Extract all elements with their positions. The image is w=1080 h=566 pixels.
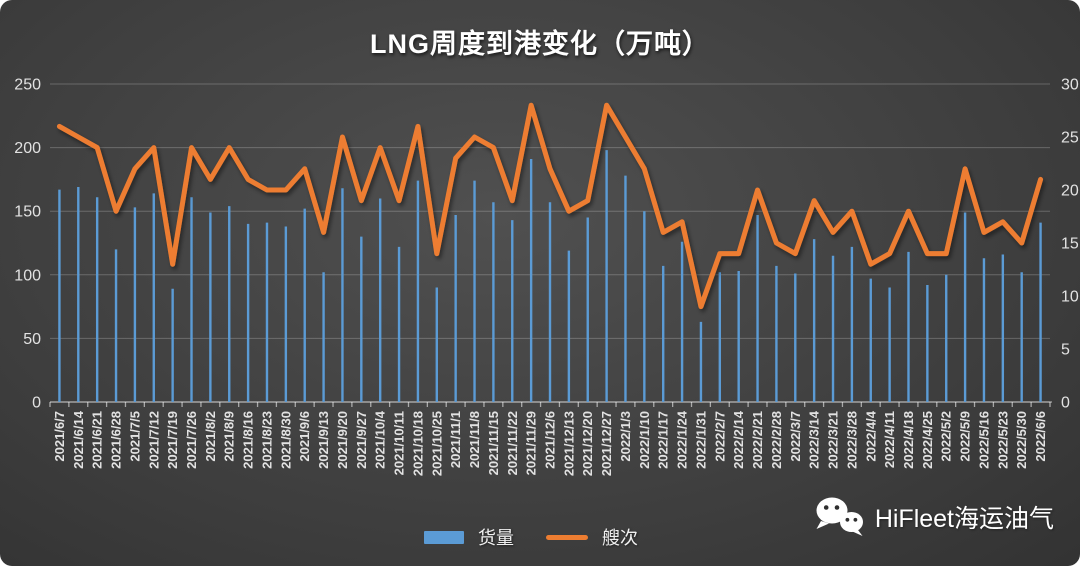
x-tick-label: 2021/9/27 <box>354 411 369 469</box>
watermark-text: HiFleet海运油气 <box>874 505 1054 533</box>
chart-title: LNG周度到港变化（万吨） <box>370 29 710 59</box>
x-tick-label: 2022/2/21 <box>750 411 765 469</box>
x-tick-label: 2021/8/16 <box>241 411 256 469</box>
right-axis-label: 20 <box>1061 183 1079 200</box>
x-tick-label: 2022/4/25 <box>920 411 935 469</box>
x-tick-label: 2021/6/28 <box>109 411 124 469</box>
voyages-legend-label: 艘次 <box>602 528 638 548</box>
x-tick-label: 2021/6/7 <box>52 411 67 462</box>
x-tick-label: 2022/2/7 <box>712 411 727 462</box>
x-tick-label: 2021/7/26 <box>184 411 199 469</box>
x-tick-label: 2021/12/13 <box>561 411 576 476</box>
x-tick-label: 2022/2/14 <box>731 410 746 469</box>
cargo-volume-legend-label: 货量 <box>478 528 514 548</box>
x-tick-label: 2021/10/18 <box>410 411 425 476</box>
left-axis-label: 250 <box>14 77 41 94</box>
x-tick-label: 2022/1/17 <box>656 411 671 469</box>
x-tick-label: 2022/3/14 <box>807 410 822 469</box>
left-axis-label: 150 <box>14 204 41 221</box>
x-tick-label: 2021/12/27 <box>599 411 614 476</box>
right-axis-label: 15 <box>1061 236 1079 253</box>
wechat-icon <box>816 497 863 536</box>
x-tick-label: 2021/10/11 <box>392 411 407 475</box>
x-tick-label: 2021/7/5 <box>127 411 142 462</box>
right-axis-label: 25 <box>1061 130 1079 147</box>
x-tick-label: 2021/8/9 <box>222 411 237 462</box>
voyages-trend-line <box>56 102 1044 310</box>
left-axis-label: 0 <box>32 395 41 412</box>
right-axis-label: 0 <box>1061 395 1070 412</box>
x-tick-label: 2021/8/23 <box>259 411 274 469</box>
x-tick-label: 2022/1/31 <box>693 411 708 469</box>
x-tick-label: 2022/4/18 <box>901 411 916 469</box>
x-tick-label: 2022/6/6 <box>1033 411 1048 462</box>
left-axis-label: 200 <box>14 140 41 157</box>
legend: 货量 艘次 <box>0 524 1080 550</box>
x-tick-label: 2021/6/21 <box>90 411 105 469</box>
x-tick-label: 2021/7/19 <box>165 411 180 469</box>
x-tick-label: 2022/5/2 <box>939 411 954 462</box>
x-tick-label: 2021/11/29 <box>524 411 539 475</box>
right-axis-label: 10 <box>1061 289 1079 306</box>
x-tick-label: 2021/12/20 <box>580 411 595 476</box>
x-tick-label: 2021/11/15 <box>486 411 501 475</box>
watermark: HiFleet海运油气 <box>814 496 1054 538</box>
x-tick-label: 2022/3/7 <box>788 411 803 462</box>
x-tick-label: 2022/3/21 <box>826 411 841 469</box>
left-axis-label: 100 <box>14 267 41 284</box>
x-tick-label: 2021/8/30 <box>278 411 293 469</box>
x-tick-label: 2021/8/2 <box>203 411 218 462</box>
x-tick-label: 2021/7/12 <box>146 411 161 469</box>
x-tick-label: 2022/5/16 <box>976 411 991 469</box>
x-tick-label: 2021/11/22 <box>505 411 520 475</box>
x-tick-label: 2021/6/14 <box>71 410 86 469</box>
x-tick-label: 2022/2/28 <box>769 411 784 469</box>
voyages-swatch <box>546 534 588 540</box>
right-axis-label: 5 <box>1061 342 1070 359</box>
x-tick-label: 2021/11/8 <box>467 411 482 468</box>
x-tick-label: 2022/4/4 <box>863 410 878 461</box>
left-axis-label: 50 <box>23 331 41 348</box>
cargo-volume-swatch <box>424 530 464 544</box>
x-tick-label: 2021/9/20 <box>335 411 350 469</box>
x-tick-label: 2021/10/4 <box>373 410 388 469</box>
x-tick-label: 2022/1/10 <box>637 411 652 469</box>
x-tick-label: 2021/11/1 <box>448 411 463 468</box>
x-tick-label: 2021/9/6 <box>297 411 312 462</box>
x-tick-label: 2022/1/3 <box>618 411 633 462</box>
x-tick-label: 2022/5/30 <box>1014 411 1029 469</box>
x-tick-label: 2021/12/6 <box>543 411 558 469</box>
x-tick-label: 2022/4/11 <box>882 411 897 468</box>
x-tick-label: 2021/9/13 <box>316 411 331 469</box>
x-tick-label: 2022/3/28 <box>844 411 859 469</box>
x-tick-label: 2022/5/9 <box>958 411 973 462</box>
right-axis-label: 30 <box>1061 77 1079 94</box>
x-tick-label: 2022/1/24 <box>675 410 690 469</box>
x-tick-label: 2021/10/25 <box>429 411 444 476</box>
x-tick-label: 2022/5/23 <box>995 411 1010 469</box>
